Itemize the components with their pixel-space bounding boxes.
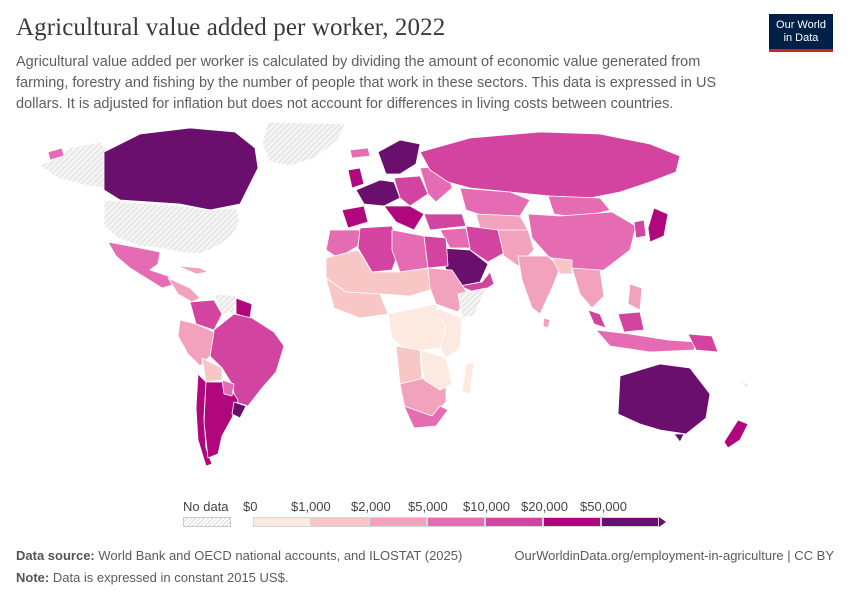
region-colombia[interactable] — [189, 299, 223, 331]
map-legend: No data $0 $1,000 $2,000 $5,000 $10,000 … — [0, 495, 850, 535]
legend-no-data-label: No data — [183, 499, 229, 514]
legend-threshold-50000: $50,000 — [580, 499, 627, 514]
legend-bin-50000-plus[interactable] — [601, 517, 659, 527]
legend-threshold-0: $0 — [243, 499, 258, 514]
region-argentina[interactable] — [203, 381, 239, 459]
region-china[interactable] — [527, 211, 637, 273]
legend-no-data-swatch[interactable] — [183, 517, 231, 527]
region-alaska[interactable] — [39, 141, 111, 189]
region-mainland-southeast-asia[interactable] — [571, 267, 605, 309]
region-south-africa[interactable] — [403, 405, 449, 429]
legend-threshold-10000: $10,000 — [463, 499, 510, 514]
region-madagascar[interactable] — [461, 361, 475, 395]
region-turkey[interactable] — [423, 213, 467, 231]
region-italy-balkans[interactable] — [383, 205, 425, 231]
region-libya[interactable] — [391, 229, 429, 273]
region-sudan-ethiopia[interactable] — [427, 267, 469, 313]
region-scandinavia[interactable] — [377, 139, 421, 175]
region-new-zealand[interactable] — [723, 419, 749, 449]
region-borneo[interactable] — [617, 311, 645, 333]
note-label: Note: — [16, 570, 50, 585]
legend-arrow-icon — [659, 517, 666, 527]
region-russia[interactable] — [419, 131, 681, 199]
region-central-america[interactable] — [167, 277, 201, 303]
region-morocco-west-sahara[interactable] — [325, 229, 361, 259]
footer-source: Data source: World Bank and OECD nationa… — [16, 548, 462, 563]
region-malaysia[interactable] — [587, 309, 607, 329]
legend-threshold-2000: $2,000 — [351, 499, 391, 514]
legend-threshold-1000: $1,000 — [291, 499, 331, 514]
region-philippines[interactable] — [627, 283, 643, 311]
legend-bin-5000-10000[interactable] — [427, 517, 485, 527]
owid-logo[interactable]: Our World in Data — [769, 14, 833, 52]
region-australia[interactable] — [617, 363, 711, 435]
region-uk-ireland[interactable] — [347, 167, 365, 189]
region-korea[interactable] — [633, 219, 647, 239]
logo-line-2: in Data — [783, 32, 819, 44]
logo-line-1: Our World — [776, 19, 826, 31]
region-egypt[interactable] — [423, 235, 449, 269]
footer-url-link[interactable]: OurWorldinData.org/employment-in-agricul… — [514, 548, 834, 563]
region-iceland[interactable] — [349, 147, 371, 159]
region-sri-lanka[interactable] — [542, 317, 551, 329]
note-text: Data is expressed in constant 2015 US$. — [52, 570, 289, 585]
region-new-caledonia[interactable] — [739, 379, 749, 389]
region-venezuela[interactable] — [213, 293, 237, 315]
legend-bin-2000-5000[interactable] — [369, 517, 427, 527]
region-algeria[interactable] — [357, 225, 401, 273]
region-canada[interactable] — [103, 127, 259, 211]
legend-threshold-5000: $5,000 — [408, 499, 448, 514]
region-japan[interactable] — [647, 207, 669, 243]
chart-subtitle: Agricultural value added per worker is c… — [16, 54, 717, 112]
region-paraguay[interactable] — [221, 379, 235, 397]
legend-bin-0-1000[interactable] — [253, 517, 311, 527]
region-iberia[interactable] — [341, 205, 369, 229]
world-map[interactable] — [0, 118, 850, 488]
region-greenland[interactable] — [261, 121, 346, 167]
region-papua-new-guinea[interactable] — [687, 333, 719, 353]
region-alaska-islands[interactable] — [47, 147, 65, 161]
region-angola[interactable] — [395, 345, 423, 385]
legend-threshold-20000: $20,000 — [521, 499, 568, 514]
region-tasmania[interactable] — [673, 433, 685, 443]
footer-note: Note: Data is expressed in constant 2015… — [16, 570, 288, 585]
region-uruguay[interactable] — [231, 401, 247, 419]
region-central-europe[interactable] — [393, 175, 429, 207]
region-india[interactable] — [517, 255, 561, 315]
legend-bin-10000-20000[interactable] — [485, 517, 543, 527]
source-text[interactable]: World Bank and OECD national accounts, a… — [98, 548, 463, 563]
region-indonesia[interactable] — [595, 329, 697, 353]
chart-title: Agricultural value added per worker, 202… — [16, 14, 446, 41]
region-caribbean[interactable] — [177, 265, 209, 275]
region-bangladesh-nepal[interactable] — [551, 257, 573, 275]
region-united-states[interactable] — [103, 199, 241, 255]
region-somalia[interactable] — [457, 287, 487, 319]
legend-bin-1000-2000[interactable] — [311, 517, 369, 527]
legend-bin-20000-50000[interactable] — [543, 517, 601, 527]
source-label: Data source: — [16, 548, 95, 563]
region-mozambique-zambia[interactable] — [419, 349, 453, 391]
